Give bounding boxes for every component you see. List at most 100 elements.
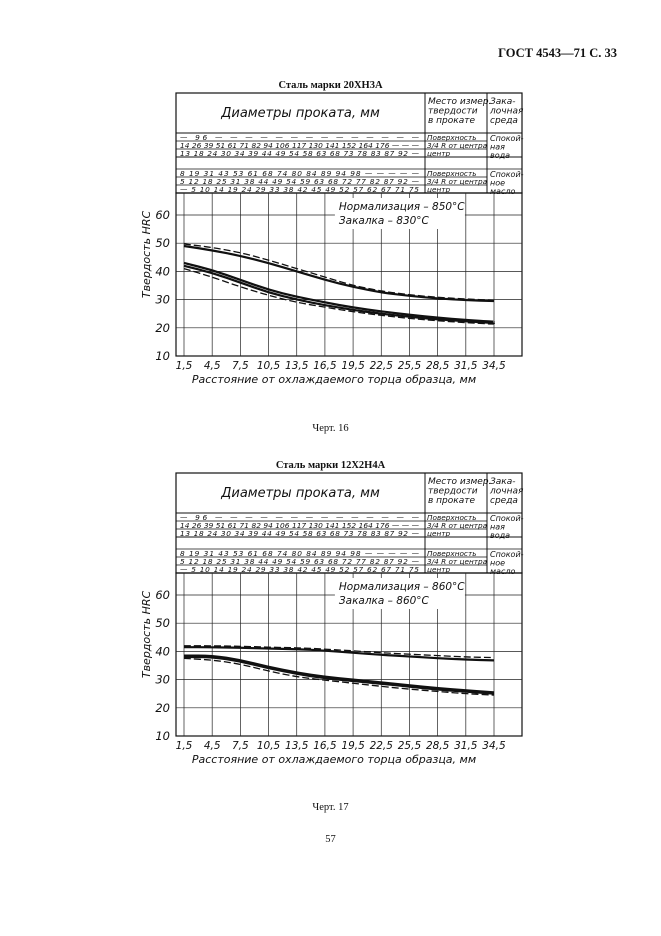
- fig1-plot-frame: [175, 572, 523, 737]
- fig0-x-tick-label: 10,5: [257, 360, 281, 372]
- fig0-x-tick-label: 4,5: [204, 360, 221, 372]
- fig0-x-tick-label: 31,5: [454, 360, 478, 372]
- fig0-x-tick-label: 19,5: [341, 360, 365, 372]
- fig0-series-line-4: [183, 264, 496, 325]
- fig0-table-place: Поверхность: [427, 169, 477, 178]
- fig0-table-head-medium: лочная: [489, 107, 524, 117]
- fig1-y-tick-label: 20: [155, 701, 170, 715]
- fig0-table-head-place: в прокате: [428, 116, 475, 126]
- fig1-x-tick-label: 34,5: [482, 740, 506, 752]
- fig0-y-tick-label: 40: [155, 264, 170, 278]
- fig0-table-row: — 96 — — — — — — — — — — — — — —: [180, 133, 420, 142]
- fig1-table-row: 14 26 39 51 61 71 82 94 106 117 130 141 …: [180, 521, 420, 530]
- fig0-y-tick-label: 60: [155, 208, 170, 222]
- fig0-x-tick-label: 1,5: [176, 360, 193, 372]
- fig1-x-tick-label: 31,5: [454, 740, 478, 752]
- fig0-table-place: 3/4 R от центра: [427, 141, 487, 150]
- fig1-y-tick-label: 50: [155, 616, 170, 630]
- fig0-y-tick-label: 30: [155, 293, 170, 307]
- fig0-table-row: 13 18 24 30 34 39 44 49 54 58 63 68 73 7…: [180, 149, 420, 158]
- fig0-note-background: [334, 198, 465, 229]
- fig0-x-tick-label: 13,5: [285, 360, 309, 372]
- fig1-x-tick-label: 25,5: [398, 740, 422, 752]
- fig1-table-head-place: твердости: [428, 487, 478, 497]
- fig0-table-head-place: твердости: [428, 107, 478, 117]
- fig0-table-medium: масло: [490, 187, 515, 196]
- fig1-series-line-5: [183, 657, 495, 696]
- fig1-table-place: 3/4 R от центра: [427, 557, 487, 566]
- fig1-x-tick-label: 7,5: [232, 740, 249, 752]
- fig0-table-medium: ная: [490, 143, 505, 152]
- fig0-x-axis-label: Расстояние от охлаждаемого торца образца…: [192, 373, 476, 386]
- fig1-table-place: 3/4 R от центра: [427, 521, 487, 530]
- fig1-table-row: — 5 10 14 19 24 29 33 38 42 45 49 52 57 …: [180, 565, 419, 574]
- fig1-table-place: центр: [427, 565, 450, 574]
- fig0-table-place: 3/4 R от центра: [427, 177, 487, 186]
- fig1-table-medium: ная: [490, 523, 505, 532]
- fig1-series-line-1: [183, 645, 495, 659]
- fig0-series-line-1: [183, 244, 495, 303]
- fig1-table-medium: ное: [490, 559, 505, 568]
- figure-17-title: Сталь марки 12Х2Н4А: [275, 460, 386, 471]
- fig1-table-medium: Спокой-: [490, 514, 524, 523]
- fig1-x-tick-label: 13,5: [285, 740, 309, 752]
- fig0-y-tick-label: 50: [155, 236, 170, 250]
- fig1-table-place: Поверхность: [427, 549, 477, 558]
- fig0-table-medium: Спокой-: [490, 170, 524, 179]
- fig0-x-tick-label: 16,5: [313, 360, 337, 372]
- figure-16-title: Сталь марки 20ХН3А: [278, 80, 383, 91]
- fig0-table-place: центр: [427, 185, 450, 194]
- fig1-table-medium: масло: [490, 567, 515, 576]
- fig0-x-tick-label: 7,5: [232, 360, 249, 372]
- fig0-x-tick-label: 34,5: [482, 360, 506, 372]
- figure-17-caption: Черт. 17: [312, 802, 349, 813]
- fig0-note-line: Нормализация – 850°C: [339, 201, 465, 213]
- fig0-table-row: 5 12 18 25 31 38 44 49 54 59 63 68 72 77…: [180, 177, 420, 186]
- fig1-note-line: Нормализация – 860°C: [339, 581, 465, 593]
- fig1-note-line: Закалка – 860°C: [339, 595, 430, 607]
- fig1-table-row: 5 12 18 25 31 38 44 49 54 59 63 68 72 77…: [180, 557, 420, 566]
- page-number: 57: [325, 834, 336, 845]
- fig1-series-line-2: [184, 646, 495, 662]
- fig1-x-tick-label: 16,5: [313, 740, 337, 752]
- fig1-x-tick-label: 1,5: [176, 740, 193, 752]
- fig1-table-head-medium: среда: [490, 496, 518, 506]
- fig0-table-place: центр: [427, 149, 450, 158]
- fig0-y-tick-label: 10: [155, 349, 170, 363]
- fig1-x-tick-label: 10,5: [257, 740, 281, 752]
- fig1-table-place: центр: [427, 529, 450, 538]
- fig1-y-tick-label: 40: [155, 644, 170, 658]
- fig0-y-tick-label: 20: [155, 321, 170, 335]
- fig1-table-head-medium: лочная: [489, 487, 524, 497]
- document-header: ГОСТ 4543—71 С. 33: [498, 46, 617, 60]
- fig0-x-tick-label: 22,5: [370, 360, 394, 372]
- fig1-table-head-diameters: Диаметры проката, мм: [220, 486, 380, 501]
- fig0-x-tick-label: 25,5: [398, 360, 422, 372]
- fig1-table-head-place: Место измер.: [428, 477, 491, 487]
- fig0-table-head-medium: Зака-: [490, 97, 515, 107]
- figure-17-chart: Диаметры проката, мм Место измер.твердост…: [140, 472, 524, 766]
- fig0-table-medium: ное: [490, 179, 505, 188]
- fig0-table-place: Поверхность: [427, 133, 477, 142]
- fig1-y-tick-label: 30: [155, 673, 170, 687]
- fig1-x-tick-label: 4,5: [204, 740, 221, 752]
- fig1-x-tick-label: 19,5: [341, 740, 365, 752]
- fig1-y-tick-label: 60: [155, 588, 170, 602]
- fig1-x-tick-label: 22,5: [370, 740, 394, 752]
- fig1-note-background: [334, 578, 465, 609]
- fig0-series-line-5: [183, 267, 495, 325]
- fig0-series-line-2: [183, 243, 495, 301]
- fig0-note-line: Закалка – 830°C: [339, 215, 430, 227]
- fig0-table-row: 8 19 31 43 53 61 68 74 80 84 89 94 98 — …: [180, 169, 420, 178]
- fig0-table-head-medium: среда: [490, 116, 518, 126]
- fig1-series-line-3: [184, 654, 495, 694]
- fig0-series-line-3: [183, 261, 496, 323]
- fig1-table-row: 13 18 24 30 34 39 44 49 54 58 63 68 73 7…: [180, 529, 420, 538]
- figure-16-caption: Черт. 16: [312, 423, 349, 434]
- fig0-table-medium: вода: [490, 151, 510, 160]
- fig1-x-axis-label: Расстояние от охлаждаемого торца образца…: [192, 753, 476, 766]
- fig1-y-axis-label: Твердость HRC: [140, 591, 153, 679]
- fig0-table-head-place: Место измер.: [428, 97, 491, 107]
- fig1-series-line-4: [184, 655, 495, 695]
- fig1-table-medium: вода: [490, 531, 510, 540]
